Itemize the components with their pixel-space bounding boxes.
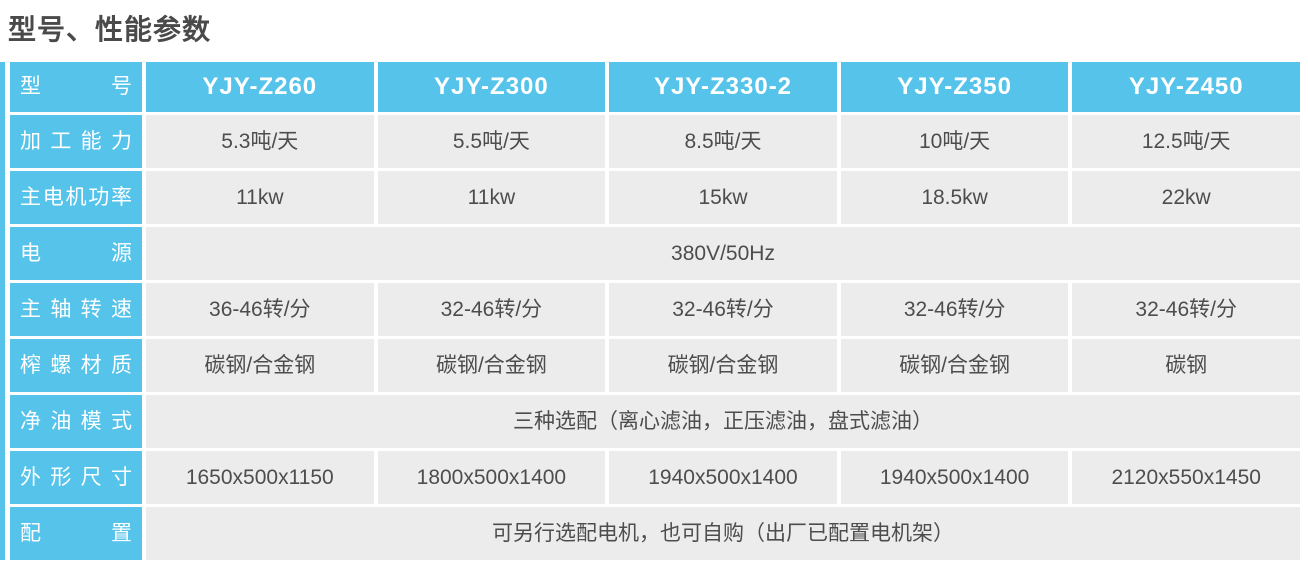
dimensions-value: 1650x500x1150 (146, 451, 374, 504)
capacity-value: 8.5吨/天 (609, 115, 837, 168)
spindle-speed-value: 32-46转/分 (1072, 283, 1300, 336)
screw-material-value: 碳钢/合金钢 (840, 339, 1069, 392)
spindle-speed-value: 32-46转/分 (840, 283, 1069, 336)
dimensions-value: 1800x500x1400 (377, 451, 606, 504)
row-header-dimensions: 外形尺寸 (10, 451, 142, 504)
row-header-power-supply: 电源 (10, 227, 142, 280)
motor-power-value: 11kw (146, 171, 374, 224)
table-left-accent-bar (0, 62, 5, 560)
motor-power-value: 22kw (1072, 171, 1300, 224)
model-header-yjy-z260: YJY-Z260 (146, 62, 374, 112)
screw-material-value: 碳钢/合金钢 (609, 339, 837, 392)
power-supply-value: 380V/50Hz (146, 227, 1300, 280)
screw-material-value: 碳钢/合金钢 (146, 339, 374, 392)
motor-power-value: 18.5kw (840, 171, 1069, 224)
oil-purification-value: 三种选配（离心滤油，正压滤油，盘式滤油） (146, 395, 1300, 448)
spec-table: 型号 YJY-Z260 YJY-Z300 YJY-Z330-2 YJY-Z350… (10, 62, 1300, 560)
screw-material-value: 碳钢 (1072, 339, 1300, 392)
row-header-model: 型号 (10, 62, 142, 112)
model-header-yjy-z330-2: YJY-Z330-2 (609, 62, 837, 112)
row-header-screw-material: 榨螺材质 (10, 339, 142, 392)
spindle-speed-value: 36-46转/分 (146, 283, 374, 336)
row-header-motor-power: 主电机功率 (10, 171, 142, 224)
dimensions-value: 2120x550x1450 (1072, 451, 1300, 504)
spindle-speed-value: 32-46转/分 (609, 283, 837, 336)
motor-power-value: 11kw (377, 171, 606, 224)
row-header-configuration: 配置 (10, 507, 142, 560)
model-header-yjy-z450: YJY-Z450 (1072, 62, 1300, 112)
spec-table-wrap: 型号 YJY-Z260 YJY-Z300 YJY-Z330-2 YJY-Z350… (0, 62, 1300, 560)
model-header-yjy-z350: YJY-Z350 (840, 62, 1069, 112)
capacity-value: 12.5吨/天 (1072, 115, 1300, 168)
row-header-spindle-speed: 主轴转速 (10, 283, 142, 336)
dimensions-value: 1940x500x1400 (840, 451, 1069, 504)
motor-power-value: 15kw (609, 171, 837, 224)
configuration-value: 可另行选配电机，也可自购（出厂已配置电机架） (146, 507, 1300, 560)
spindle-speed-value: 32-46转/分 (377, 283, 606, 336)
row-header-capacity: 加工能力 (10, 115, 142, 168)
row-header-oil-purification: 净油模式 (10, 395, 142, 448)
capacity-value: 5.5吨/天 (377, 115, 606, 168)
model-header-yjy-z300: YJY-Z300 (377, 62, 606, 112)
dimensions-value: 1940x500x1400 (609, 451, 837, 504)
capacity-value: 10吨/天 (840, 115, 1069, 168)
capacity-value: 5.3吨/天 (146, 115, 374, 168)
page-title: 型号、性能参数 (8, 14, 212, 45)
screw-material-value: 碳钢/合金钢 (377, 339, 606, 392)
